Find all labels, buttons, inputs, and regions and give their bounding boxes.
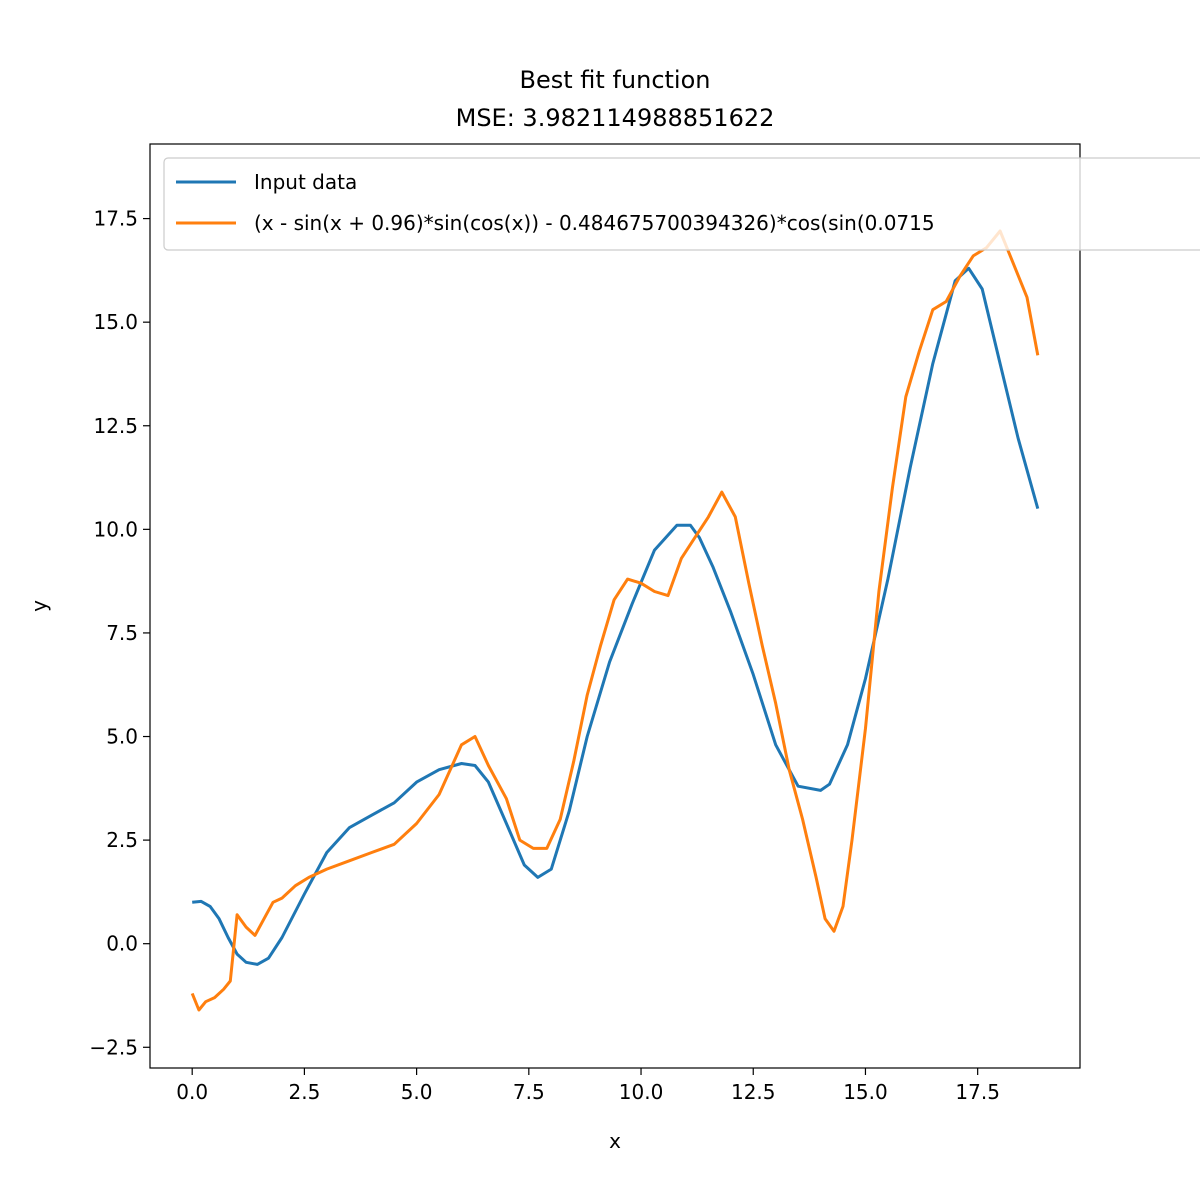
legend-box <box>163 157 1200 251</box>
x-axis-label: x <box>609 1129 621 1153</box>
x-tick-label: 2.5 <box>288 1080 320 1104</box>
y-tick-label: 2.5 <box>106 828 138 852</box>
x-tick-label: 17.5 <box>955 1080 1000 1104</box>
legend: Input data (x - sin(x + 0.96)*sin(cos(x)… <box>163 157 1200 251</box>
x-tick-label: 10.0 <box>619 1080 664 1104</box>
series-layer <box>190 229 1040 1012</box>
y-tick-label: 0.0 <box>106 932 138 956</box>
x-tick-label: 5.0 <box>401 1080 433 1104</box>
x-tick-label: 7.5 <box>513 1080 545 1104</box>
y-tick-label: 12.5 <box>93 414 138 438</box>
y-tick-label: 5.0 <box>106 725 138 749</box>
ticks-layer: 0.0 2.5 5.0 7.5 10.0 12.5 15.0 17.5 −2.5 0.0 2.5 5.… <box>89 207 1000 1104</box>
x-tick-label: 0.0 <box>176 1080 208 1104</box>
y-axis-label: y <box>27 600 51 612</box>
x-tick-label: 12.5 <box>731 1080 776 1104</box>
y-tick-label: 10.0 <box>93 517 138 541</box>
x-tick-label: 15.0 <box>843 1080 888 1104</box>
y-tick-label: 7.5 <box>106 621 138 645</box>
y-tick-label: 17.5 <box>93 207 138 231</box>
chart-subtitle: MSE: 3.982114988851622 <box>456 104 775 132</box>
plot-frame <box>149 143 1081 1069</box>
legend-label-input-data: Input data <box>254 170 357 194</box>
series-line-input-data <box>192 266 1040 966</box>
series-line-best-fit <box>190 229 1040 1012</box>
y-tick-label: 15.0 <box>93 310 138 334</box>
legend-label-best-fit: (x - sin(x + 0.96)*sin(cos(x)) - 0.48467… <box>254 211 935 235</box>
chart-title: Best fit function <box>520 66 711 94</box>
y-tick-label: −2.5 <box>89 1035 138 1059</box>
